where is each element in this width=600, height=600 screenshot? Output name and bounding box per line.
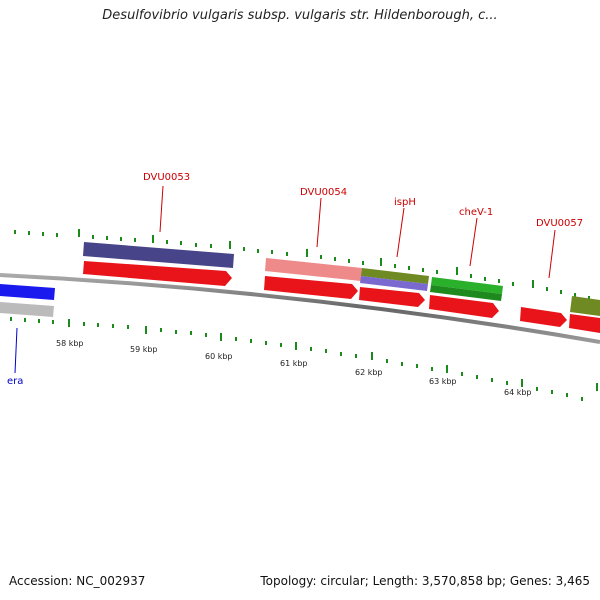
callout-line-cheV-1 (469, 217, 478, 267)
feature-ispH-upper (361, 268, 429, 284)
genome-summary-text: Topology: circular; Length: 3,570,858 bp… (260, 574, 590, 588)
feature-cheV-1-upper (431, 277, 503, 294)
inner-tick-ring (10, 317, 598, 401)
feature-era-blue (0, 284, 55, 300)
feature-track (0, 242, 600, 317)
scale-label-61kbp: 61 kbp (280, 359, 308, 368)
callout-line-DVU0054 (316, 197, 322, 248)
map-title: Desulfovibrio vulgaris subsp. vulgaris s… (102, 8, 498, 23)
gene-label-cheV-1: cheV-1 (459, 207, 493, 218)
genome-backbone (0, 273, 600, 344)
scale-label-58kbp: 58 kbp (56, 339, 84, 348)
feature-DVU0054 (265, 258, 362, 281)
feature-ispH-lower (360, 276, 428, 291)
cds-track (83, 261, 600, 333)
gene-label-DVU0057: DVU0057 (536, 218, 583, 229)
cds-arrow-3 (359, 287, 425, 307)
cds-arrow-2 (264, 276, 358, 299)
feature-right-olive (570, 296, 600, 316)
feature-DVU0053 (83, 242, 234, 268)
scale-label-63kbp: 63 kbp (429, 377, 457, 386)
cds-arrow-1 (83, 261, 232, 286)
cds-arrow-4 (429, 295, 499, 318)
accession-text: Accession: NC_002937 (9, 574, 146, 588)
cds-arrow-5 (520, 307, 567, 327)
gene-callouts (14, 185, 556, 374)
callout-line-DVU0057 (548, 229, 556, 279)
gene-label-era: era (7, 376, 23, 387)
callout-line-DVU0053 (159, 185, 164, 233)
scale-label-64kbp: 64 kbp (504, 388, 532, 397)
callout-line-era (14, 327, 18, 374)
cds-arrow-6 (569, 314, 600, 333)
gene-labels: DVU0053 DVU0054 ispH cheV-1 DVU0057 era (7, 172, 583, 387)
feature-cheV-1-lower (430, 285, 502, 301)
gene-label-ispH: ispH (394, 197, 416, 208)
callout-line-ispH (396, 207, 405, 258)
scale-label-60kbp: 60 kbp (205, 352, 233, 361)
feature-era-gray (0, 302, 54, 317)
scale-label-59kbp: 59 kbp (130, 345, 158, 354)
scale-labels: 58 kbp 59 kbp 60 kbp 61 kbp 62 kbp 63 kb… (56, 339, 532, 397)
gene-label-DVU0054: DVU0054 (300, 187, 347, 198)
outer-tick-ring (14, 229, 590, 300)
scale-label-62kbp: 62 kbp (355, 368, 383, 377)
gene-label-DVU0053: DVU0053 (143, 172, 190, 183)
